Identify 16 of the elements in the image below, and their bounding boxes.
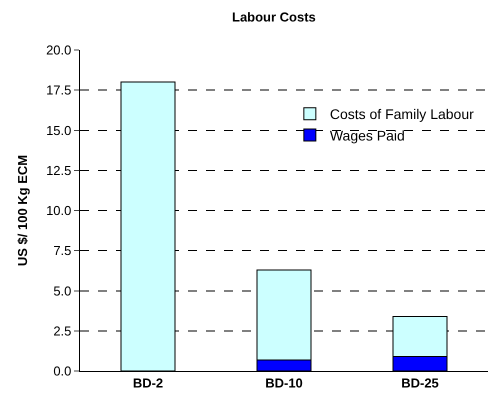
x-tick-label: BD-2 [132,376,164,391]
x-tick-label: BD-10 [265,376,303,391]
legend-label: Costs of Family Labour [330,106,474,122]
y-tick-label: 10.0 [46,203,72,218]
y-tick-label: 5.0 [53,283,72,298]
chart-title: Labour Costs [232,10,316,25]
y-tick-label: 0.0 [53,364,72,379]
y-axis-title: US $/ 100 Kg ECM [15,154,30,266]
y-tick-label: 17.5 [46,82,72,98]
legend-label: Wages Paid [330,127,405,144]
x-tick-label: BD-25 [401,376,439,391]
y-tick-label: 20.0 [46,42,72,58]
y-tick-label: 12.5 [46,162,72,178]
y-tick-label: 15.0 [46,122,72,138]
y-tick-label: 7.5 [53,243,72,258]
y-tick-label: 2.5 [53,323,72,338]
